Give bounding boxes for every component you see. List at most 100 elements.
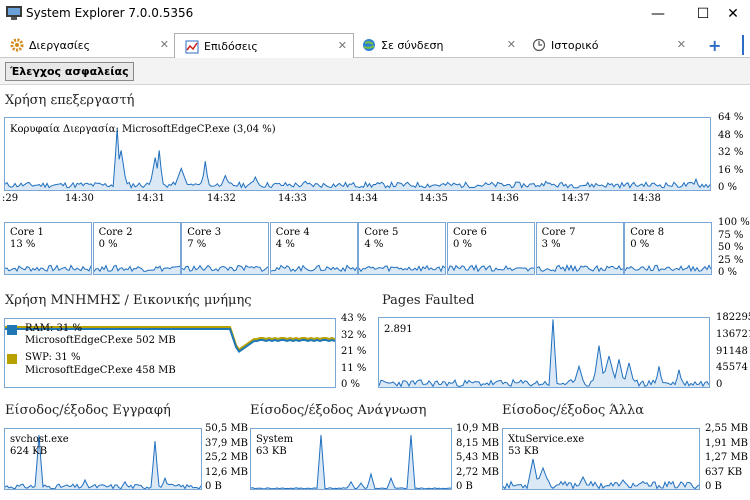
tab-performance-label: Επιδόσεις bbox=[204, 40, 258, 53]
io-other-section-title: Είσοδος/έξοδος Άλλα bbox=[502, 403, 645, 418]
io-write-y-tick: 0 B bbox=[205, 481, 222, 492]
title-bar: System Explorer 7.0.0.5356 — ☐ ✕ bbox=[0, 0, 750, 30]
maximize-button[interactable]: ☐ bbox=[696, 6, 710, 22]
core-name: Core 5 bbox=[364, 227, 399, 238]
core-name: Core 8 bbox=[630, 227, 665, 238]
close-icon[interactable]: ✕ bbox=[159, 38, 169, 51]
graph-line bbox=[270, 264, 358, 274]
minimize-button[interactable]: — bbox=[651, 6, 665, 22]
graph-line bbox=[181, 264, 269, 274]
io-read-y-tick: 2,72 MB bbox=[456, 466, 500, 478]
io-other-process: XtuService.exe bbox=[508, 434, 585, 445]
close-button[interactable]: ✕ bbox=[727, 6, 739, 22]
graph-area bbox=[5, 128, 710, 190]
cpu-y-tick: 0 % bbox=[718, 182, 738, 193]
io-read-graph: System 63 KB bbox=[250, 428, 452, 490]
toolbar: Έλεγχος ασφαλείας bbox=[0, 58, 750, 85]
cpu-x-tick: 14:35 bbox=[419, 193, 448, 204]
clock-icon bbox=[532, 38, 546, 52]
io-write-y-tick: 37,9 MB bbox=[205, 437, 249, 449]
graph-stroke bbox=[503, 458, 699, 489]
core-y-tick: 50 % bbox=[718, 242, 744, 253]
io-read-process: System bbox=[256, 434, 294, 445]
close-icon[interactable]: ✕ bbox=[506, 38, 516, 51]
cpu-y-tick: 32 % bbox=[718, 147, 744, 158]
cpu-x-tick: 14:38 bbox=[632, 193, 661, 204]
core-name: Core 7 bbox=[541, 227, 576, 238]
pages-y-tick: 45574 bbox=[716, 362, 748, 374]
memory-y-tick: 0 % bbox=[341, 379, 361, 390]
core-value: 7 % bbox=[187, 239, 207, 250]
tab-processes-label: Διεργασίες bbox=[29, 38, 91, 52]
memory-usage-graph: RAM: 31 % MicrosoftEdgeCP.exe 502 MB SWP… bbox=[4, 318, 336, 388]
gear-icon bbox=[10, 38, 24, 52]
cpu-x-tick: :29 bbox=[2, 193, 19, 204]
graph-area bbox=[536, 265, 623, 274]
security-check-button[interactable]: Έλεγχος ασφαλείας bbox=[5, 62, 134, 81]
performance-icon bbox=[185, 40, 199, 54]
core-value: 13 % bbox=[10, 239, 36, 250]
graph-stroke bbox=[379, 319, 709, 387]
swp-legend-icon bbox=[7, 354, 17, 364]
io-other-y-tick: 1,27 MB bbox=[705, 452, 749, 463]
tab-history[interactable]: Ιστορικό ✕ bbox=[522, 33, 692, 57]
core-name: Core 6 bbox=[453, 227, 487, 238]
core-y-tick: 0 % bbox=[718, 267, 738, 278]
graph-line bbox=[358, 264, 446, 274]
window-title: System Explorer 7.0.0.5356 bbox=[26, 6, 194, 20]
cpu-x-tick: 14:34 bbox=[349, 193, 378, 204]
graph-stroke bbox=[447, 264, 535, 273]
graph-line bbox=[503, 458, 699, 489]
graph-area bbox=[251, 435, 451, 489]
pages-faulted-graph: 2.891 bbox=[378, 317, 710, 388]
globe-icon bbox=[362, 38, 376, 52]
core-name: Core 1 bbox=[10, 227, 44, 238]
graph-stroke bbox=[5, 128, 710, 189]
core-y-tick: 100 % bbox=[718, 217, 750, 228]
ram-top-process: MicrosoftEdgeCP.exe 502 MB bbox=[25, 335, 176, 346]
graph-stroke bbox=[536, 264, 623, 273]
graph-area bbox=[379, 319, 709, 387]
core-value: 0 % bbox=[630, 239, 650, 250]
io-other-y-tick: 2,55 MB bbox=[705, 423, 749, 434]
tab-processes[interactable]: Διεργασίες ✕ bbox=[0, 33, 175, 57]
io-read-section-title: Είσοδος/έξοδος Ανάγνωση bbox=[250, 403, 427, 418]
add-tab-icon[interactable]: + bbox=[708, 36, 722, 55]
core-value: 3 % bbox=[541, 239, 561, 250]
graph-stroke bbox=[181, 264, 269, 272]
close-icon[interactable]: ✕ bbox=[337, 39, 347, 52]
graph-line bbox=[251, 434, 451, 489]
ram-label: RAM: 31 % bbox=[25, 323, 82, 334]
core-name: Core 2 bbox=[98, 227, 133, 238]
swp-label: SWP: 31 % bbox=[25, 352, 81, 363]
tab-online[interactable]: Σε σύνδεση ✕ bbox=[352, 33, 522, 57]
cpu-x-tick: 14:33 bbox=[278, 193, 307, 204]
pages-section-title: Pages Faulted bbox=[382, 293, 475, 308]
tab-history-label: Ιστορικό bbox=[551, 38, 599, 52]
core-value: 4 % bbox=[275, 239, 295, 250]
tab-performance[interactable]: Επιδόσεις ✕ bbox=[174, 33, 354, 59]
tab-scroll-handle[interactable] bbox=[742, 35, 744, 55]
cpu-x-tick: 14:30 bbox=[65, 193, 94, 204]
close-icon[interactable]: ✕ bbox=[676, 38, 686, 51]
io-other-graph: XtuService.exe 53 KB bbox=[502, 428, 700, 490]
io-write-process: svchost.exe bbox=[10, 434, 69, 445]
io-write-section-title: Είσοδος/έξοδος Εγγραφή bbox=[5, 403, 171, 418]
ram-legend-icon bbox=[7, 325, 17, 335]
pages-current-value: 2.891 bbox=[384, 324, 413, 335]
io-read-y-tick: 10,9 MB bbox=[456, 423, 500, 434]
graph-area bbox=[503, 459, 699, 489]
pages-y-tick: 91148 bbox=[716, 345, 748, 357]
cpu-x-tick: 14:32 bbox=[207, 193, 236, 204]
memory-graph-lines bbox=[5, 326, 335, 354]
tab-strip: Διεργασίες ✕ Επιδόσεις ✕ Σε σύνδεση ✕ Ισ… bbox=[0, 33, 750, 59]
top-process-label: Κορυφαία Διεργασία: MicrosoftEdgeCP.exe … bbox=[10, 124, 276, 135]
memory-y-tick: 43 % bbox=[341, 313, 367, 324]
core-name: Core 4 bbox=[275, 227, 310, 238]
cpu-y-tick: 64 % bbox=[718, 112, 744, 123]
io-read-y-tick: 5,43 MB bbox=[456, 452, 500, 463]
